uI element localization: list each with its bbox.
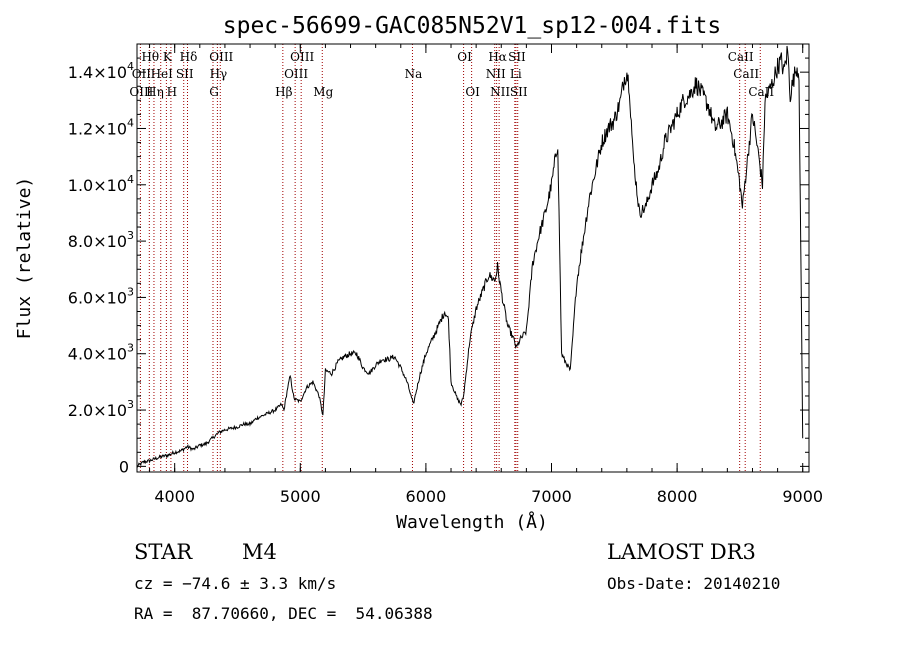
- x-tick-label: 8000: [657, 487, 698, 506]
- ra-dec: RA = 87.70660, DEC = 54.06388: [134, 604, 433, 623]
- flux-series-line: [136, 45, 804, 468]
- spectral-line-label: Mg: [313, 85, 333, 99]
- x-tick-label: 6000: [406, 487, 447, 506]
- y-tick-label: 4.0×10: [68, 345, 127, 364]
- x-tick-label: 9000: [782, 487, 823, 506]
- spectral-line-label: OIII: [129, 85, 153, 99]
- spectral-line-markers: [139, 44, 761, 472]
- spectral-line-label: OIII: [290, 50, 314, 64]
- y-tick-label: 8.0×10: [68, 232, 127, 251]
- x-axis-label: Wavelength (Å): [396, 511, 548, 533]
- x-tick-label: 7000: [531, 487, 572, 506]
- y-tick-exponent: 4: [127, 173, 134, 186]
- y-tick-label: 1.4×10: [68, 63, 127, 82]
- spectral-line-label: G: [209, 85, 219, 99]
- y-tick-exponent: 4: [127, 116, 134, 129]
- y-tick-exponent: 3: [127, 229, 134, 242]
- spectral-line-label: H: [167, 85, 177, 99]
- spectral-line-label: Li: [510, 67, 522, 81]
- spectral-line-label: CaII: [728, 50, 754, 64]
- y-tick-exponent: 3: [127, 285, 134, 298]
- spectral-line-label: Hη: [146, 85, 164, 99]
- x-tick-label: 5000: [280, 487, 321, 506]
- spectral-line-label: HeI: [151, 67, 174, 81]
- spectral-line-label: OIII: [284, 67, 308, 81]
- y-tick-exponent: 3: [127, 398, 134, 411]
- y-tick-label: 1.2×10: [68, 119, 127, 138]
- object-type: STAR: [134, 540, 193, 564]
- y-tick-label: 1.0×10: [68, 176, 127, 195]
- y-tick-label: 2.0×10: [68, 401, 127, 420]
- x-tick-label: 4000: [154, 487, 195, 506]
- y-tick-exponent: 4: [127, 60, 134, 73]
- y-tick-label: 0: [119, 457, 129, 476]
- spectral-line-label: NII: [486, 67, 506, 81]
- spectral-line-label: Na: [405, 67, 423, 81]
- spectral-line-label: Hα: [488, 50, 507, 64]
- spectral-line-label: Hβ: [275, 85, 292, 99]
- obs-date: Obs-Date: 20140210: [607, 574, 781, 593]
- y-tick-label: 6.0×10: [68, 288, 127, 307]
- chart-title: spec-56699-GAC085N52V1_sp12-004.fits: [223, 13, 722, 39]
- spectral-line-label: OIII: [209, 50, 233, 64]
- y-tick-exponent: 3: [127, 342, 134, 355]
- spectral-line-label: OI: [465, 85, 480, 99]
- subclass: M4: [242, 540, 277, 564]
- redshift-cz: cz = −74.6 ± 3.3 km/s: [134, 574, 337, 593]
- y-axis-label: Flux (relative): [14, 177, 35, 340]
- survey-name: LAMOST DR3: [607, 540, 756, 564]
- spectral-line-label: OI: [457, 50, 472, 64]
- spectral-line-label: SII: [510, 85, 528, 99]
- spectral-line-label: CaII: [733, 67, 759, 81]
- spectral-line-label: Hδ: [180, 50, 198, 64]
- spectral-line-label: OII: [132, 67, 152, 81]
- spectral-line-label: K: [163, 50, 173, 64]
- spectrum-chart: spec-56699-GAC085N52V1_sp12-004.fits Hθ K…: [14, 13, 823, 533]
- spectral-line-label: NII: [490, 85, 510, 99]
- plot-frame: [136, 43, 810, 473]
- spectral-line-label: SII: [176, 67, 194, 81]
- spectral-line-label: Hθ: [141, 50, 159, 64]
- spectral-line-label: Hγ: [210, 67, 228, 81]
- spectral-line-label: SII: [508, 50, 526, 64]
